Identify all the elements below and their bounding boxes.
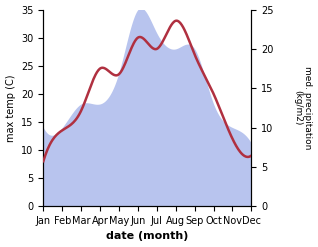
- Y-axis label: max temp (C): max temp (C): [5, 74, 16, 142]
- Y-axis label: med. precipitation
(kg/m2): med. precipitation (kg/m2): [293, 66, 313, 149]
- X-axis label: date (month): date (month): [106, 231, 189, 242]
